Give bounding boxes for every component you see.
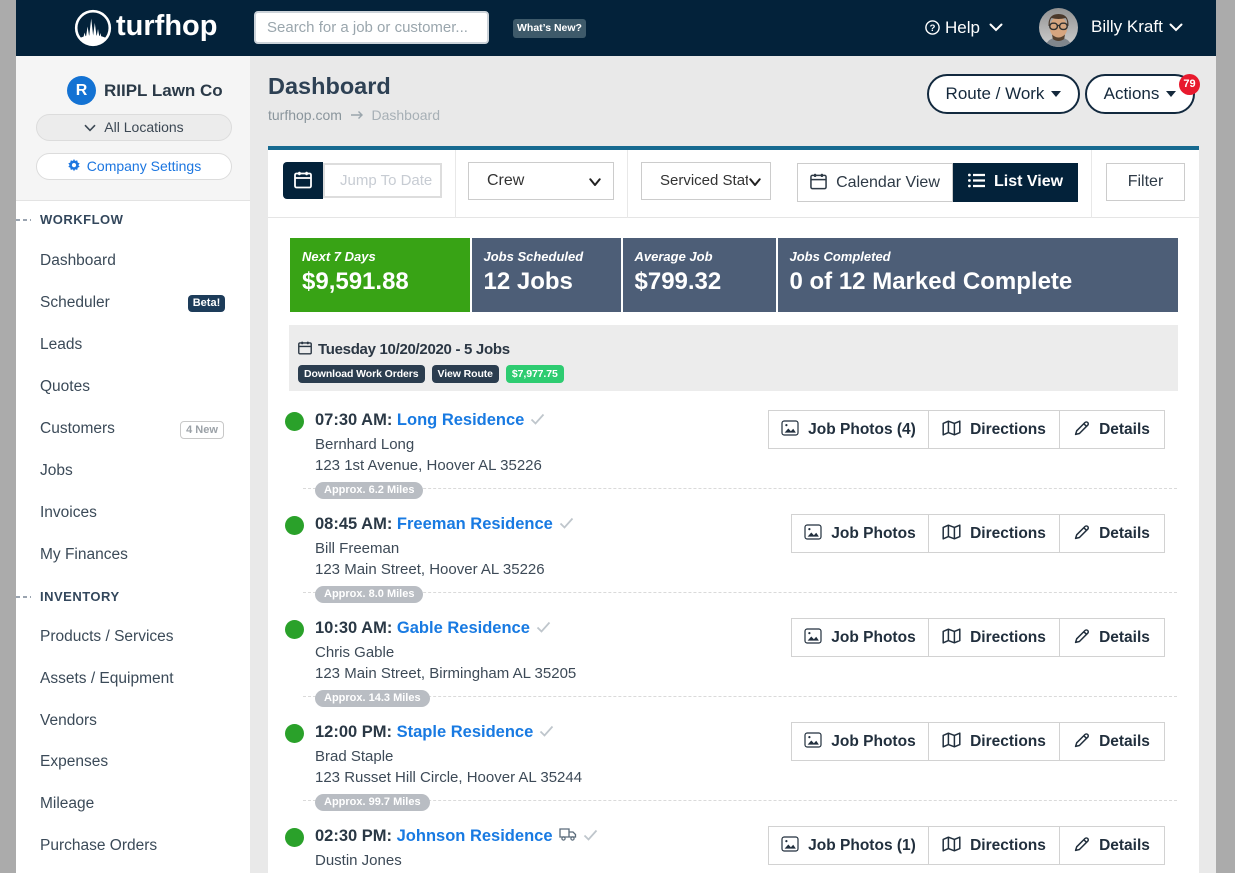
svg-text:?: ? xyxy=(930,23,936,34)
